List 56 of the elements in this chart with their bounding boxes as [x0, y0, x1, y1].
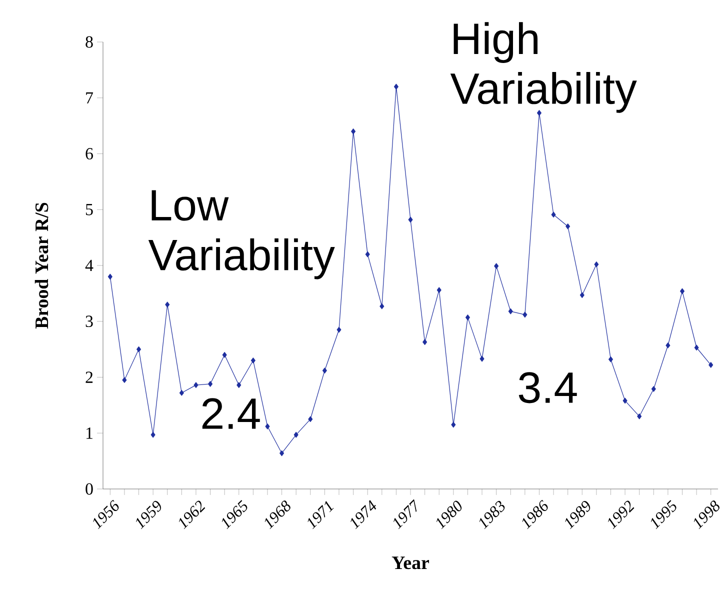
point — [594, 261, 599, 268]
y-tick-label: 6 — [86, 148, 93, 160]
y-tick-label: 2 — [86, 372, 93, 383]
point — [236, 382, 242, 388]
point — [365, 251, 370, 258]
point — [608, 356, 613, 362]
point — [422, 339, 428, 345]
point — [651, 386, 656, 392]
y-tick-label: 3 — [86, 316, 93, 328]
y-tick-label: 7 — [86, 92, 94, 104]
point — [694, 344, 699, 351]
point — [622, 398, 628, 404]
point — [522, 312, 528, 318]
y-tick-label: 4 — [85, 260, 94, 272]
point — [294, 432, 298, 438]
point — [580, 292, 584, 298]
annotation: 3.4 — [518, 372, 577, 404]
point — [136, 346, 142, 352]
point — [637, 413, 642, 420]
y-tick-label: 5 — [86, 204, 93, 216]
point — [280, 450, 284, 456]
point — [122, 377, 127, 383]
annotation: High Variability — [450, 22, 637, 113]
y-tick-label: 1 — [86, 428, 92, 439]
point — [336, 326, 342, 333]
point — [108, 274, 112, 280]
point — [394, 84, 398, 90]
point — [451, 422, 456, 428]
point — [551, 212, 556, 218]
point — [265, 424, 270, 430]
point — [494, 263, 499, 269]
point — [351, 128, 356, 134]
point — [194, 382, 198, 388]
point — [380, 303, 384, 310]
point — [222, 352, 227, 358]
point — [150, 432, 156, 438]
point — [179, 390, 184, 396]
point — [566, 223, 570, 230]
y-tick-label: 8 — [86, 36, 93, 48]
point — [508, 308, 513, 314]
point — [708, 362, 714, 368]
point — [666, 342, 670, 348]
x-axis-title: Year — [392, 556, 430, 570]
annotation: 2.4 — [202, 398, 260, 429]
point — [165, 302, 170, 308]
point — [465, 314, 470, 320]
point — [480, 356, 484, 362]
point — [322, 368, 327, 374]
annotation: Low Variability — [148, 190, 335, 280]
point — [436, 287, 442, 293]
point — [308, 416, 313, 422]
y-tick-label: 0 — [86, 483, 93, 495]
point — [408, 216, 413, 223]
y-axis-title: Brood Year R/S — [34, 202, 48, 329]
point — [250, 358, 256, 364]
point — [208, 381, 213, 387]
